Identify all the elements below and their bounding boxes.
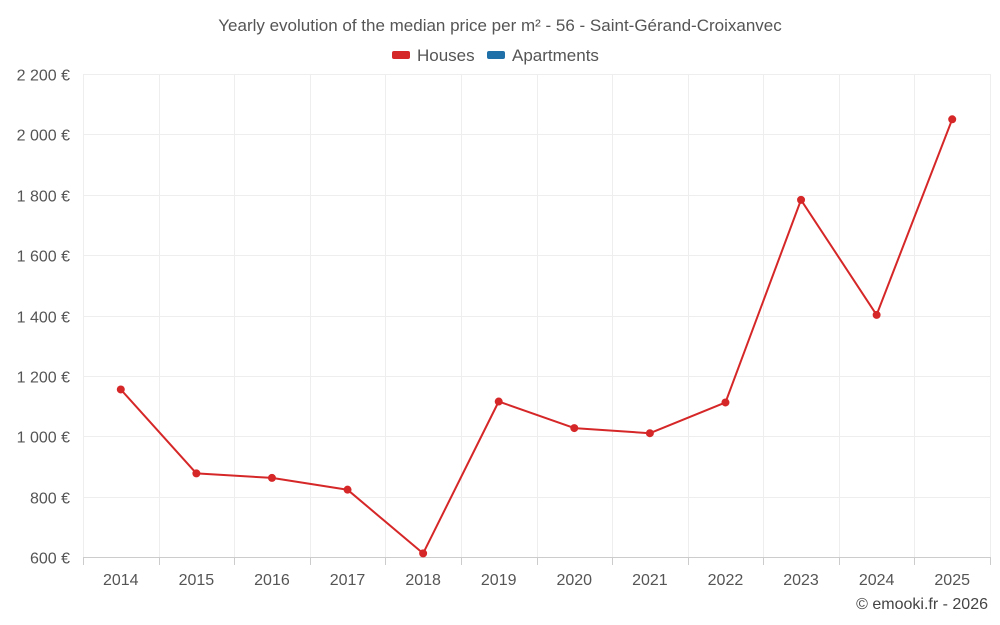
y-tick-label: 2 000 €: [17, 128, 70, 145]
data-point: [267, 473, 276, 482]
y-tick-label: 1 200 €: [17, 370, 70, 387]
y-tick-label: 2 200 €: [17, 68, 70, 85]
x-tick-label: 2015: [179, 572, 215, 589]
series-line-houses: [120, 118, 954, 555]
grid: [83, 74, 991, 558]
legend-item-apartments[interactable]: Apartments: [487, 46, 599, 65]
data-point: [872, 310, 881, 319]
x-tick-label: 2020: [556, 572, 592, 589]
x-tick-label: 2016: [254, 572, 290, 589]
x-tick-label: 2025: [934, 572, 970, 589]
legend-item-houses[interactable]: Houses: [392, 46, 475, 65]
legend-swatch-apartments: [487, 51, 505, 59]
data-point: [192, 469, 201, 478]
data-point: [948, 115, 957, 124]
data-point: [116, 385, 125, 394]
data-point: [797, 195, 806, 204]
y-tick-label: 1 800 €: [17, 189, 70, 206]
legend-label-apartments: Apartments: [512, 46, 599, 65]
x-tick-label: 2021: [632, 572, 668, 589]
axes: 600 € 800 € 1 000 € 1 200 € 1 400 € 1 600 € 1 …: [17, 68, 991, 589]
x-tick-label: 2023: [783, 572, 819, 589]
x-tick-label: 2017: [330, 572, 366, 589]
series: [116, 115, 957, 558]
y-tick-label: 1 400 €: [17, 310, 70, 327]
x-tick-label: 2014: [103, 572, 139, 589]
data-point: [494, 397, 503, 406]
y-tick-label: 1 600 €: [17, 249, 70, 266]
legend-label-houses: Houses: [417, 46, 475, 65]
data-point: [419, 549, 428, 558]
y-tick-label: 1 000 €: [17, 430, 70, 447]
x-tick-label: 2024: [859, 572, 895, 589]
x-tick-label: 2022: [708, 572, 744, 589]
data-point: [343, 485, 352, 494]
y-tick-label: 800 €: [30, 491, 70, 508]
credit-text: © emooki.fr - 2026: [856, 596, 988, 613]
x-tick-label: 2018: [405, 572, 441, 589]
data-point: [570, 424, 579, 433]
y-tick-label: 600 €: [30, 551, 70, 568]
chart-title: Yearly evolution of the median price per…: [218, 16, 782, 35]
x-tick-label: 2019: [481, 572, 517, 589]
data-point: [721, 398, 730, 407]
data-point: [645, 429, 654, 438]
legend-swatch-houses: [392, 51, 410, 59]
legend: Houses Apartments: [392, 46, 599, 65]
